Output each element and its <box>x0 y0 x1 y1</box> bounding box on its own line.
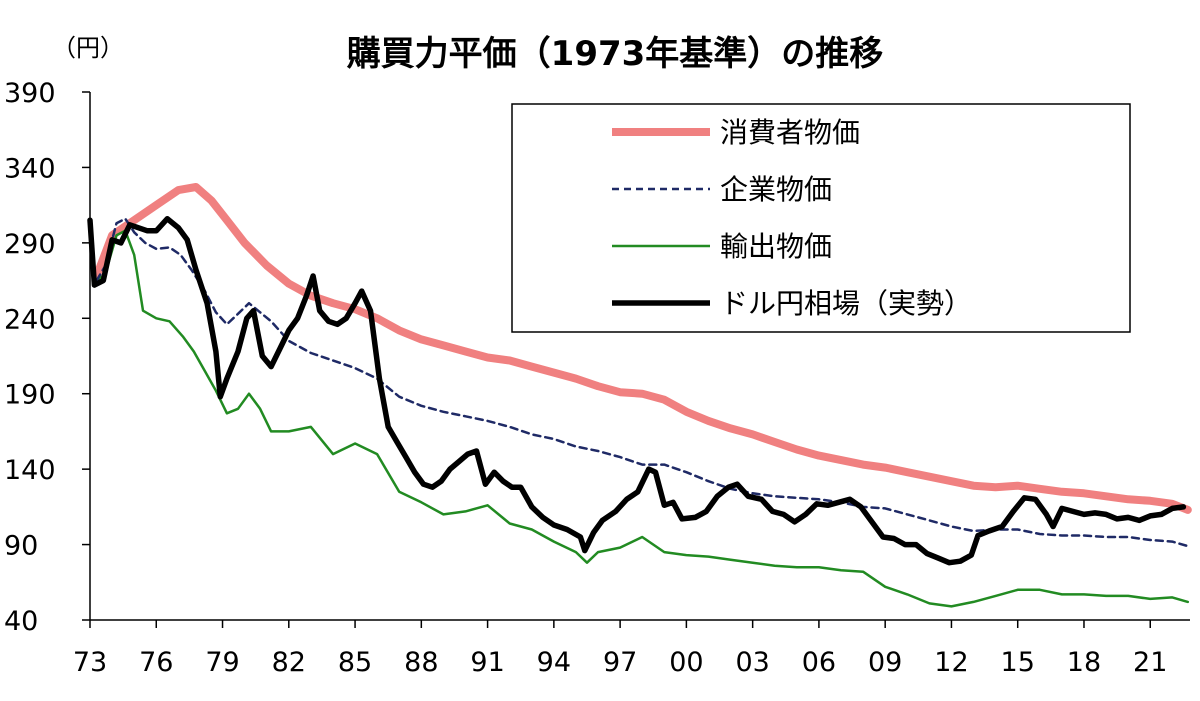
x-tick-label: 15 <box>1001 647 1035 678</box>
legend-label-2: 輸出物価 <box>720 230 832 263</box>
x-tick-label: 12 <box>934 647 968 678</box>
series-line-2 <box>95 229 1190 608</box>
y-tick-label: 290 <box>4 229 56 260</box>
x-tick-label: 73 <box>73 647 107 678</box>
x-tick-label: 03 <box>735 647 769 678</box>
x-tick-label: 88 <box>404 647 438 678</box>
y-tick-label: 240 <box>4 304 56 335</box>
y-tick-label: 390 <box>4 78 56 109</box>
plot-area <box>87 183 1192 608</box>
x-tick-label: 00 <box>669 647 703 678</box>
x-tick-label: 91 <box>470 647 504 678</box>
y-axis: 40 90 140 190 240 290 340 390 <box>4 78 90 637</box>
x-tick-label: 21 <box>1133 647 1167 678</box>
y-tick-label: 40 <box>4 606 38 637</box>
x-tick-label: 18 <box>1067 647 1101 678</box>
series-line-3 <box>87 215 1187 566</box>
legend-label-0: 消費者物価 <box>720 116 860 149</box>
y-tick-label: 140 <box>4 455 56 486</box>
x-tick-label: 79 <box>205 647 239 678</box>
legend-label-3: ドル円相場（実勢） <box>720 287 972 320</box>
y-axis-unit: （円） <box>52 34 124 62</box>
x-tick-label: 97 <box>603 647 637 678</box>
x-axis: 73 76 79 82 85 88 91 94 97 00 03 06 09 12 15 18 21 <box>73 620 1167 678</box>
chart-title: 購買力平価（1973年基準）の推移 <box>347 34 884 74</box>
series-line-1 <box>95 217 1190 548</box>
y-tick-label: 340 <box>4 153 56 184</box>
y-tick-label: 190 <box>4 380 56 411</box>
x-tick-label: 85 <box>338 647 372 678</box>
series-line-0 <box>92 183 1192 514</box>
x-tick-label: 09 <box>868 647 902 678</box>
legend-label-1: 企業物価 <box>720 173 832 206</box>
x-tick-label: 76 <box>139 647 173 678</box>
x-tick-label: 82 <box>272 647 306 678</box>
y-tick-label: 90 <box>4 531 38 562</box>
x-tick-label: 94 <box>537 647 571 678</box>
x-tick-label: 06 <box>802 647 836 678</box>
legend-box <box>511 103 1131 333</box>
